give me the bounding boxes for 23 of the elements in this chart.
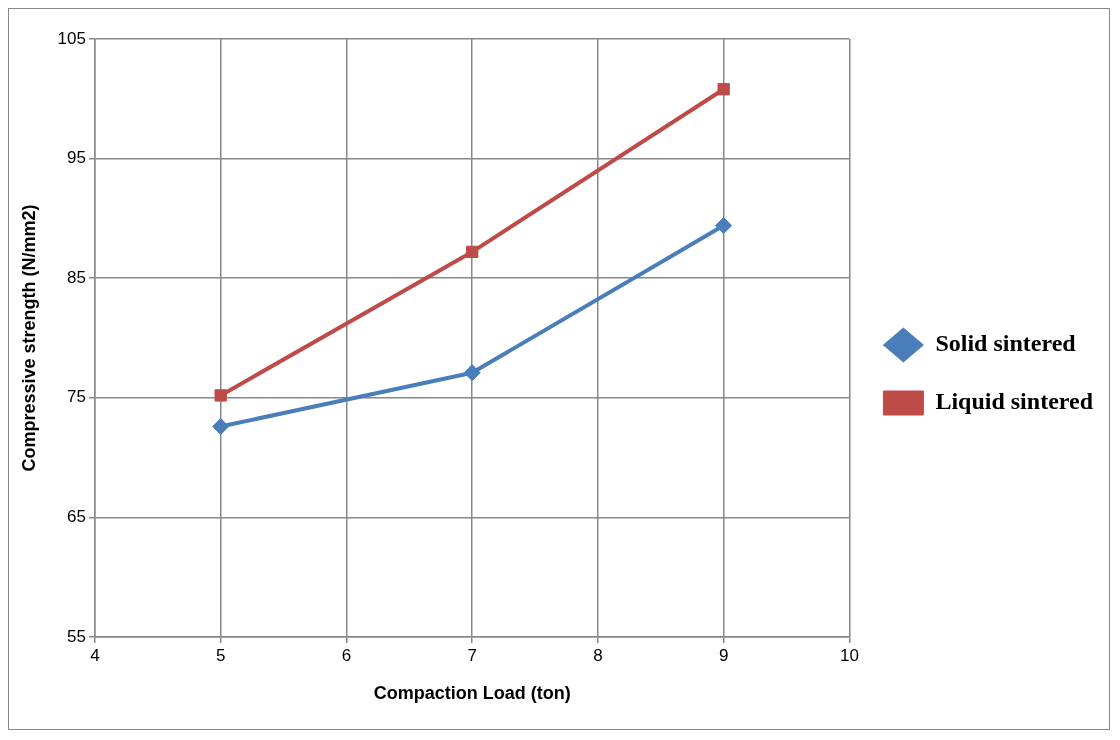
y-tick-label: 95 xyxy=(67,148,86,168)
x-tick-label: 5 xyxy=(215,645,226,665)
y-tick-label: 105 xyxy=(57,28,86,48)
x-tick-label: 7 xyxy=(467,645,477,665)
legend-label: Solid sintered xyxy=(935,330,1077,357)
x-tick-label: 6 xyxy=(341,645,352,665)
x-tick-label: 8 xyxy=(593,645,603,665)
point xyxy=(466,245,479,259)
y-tick-label: 85 xyxy=(67,267,86,287)
x-tick-label: 10 xyxy=(839,645,859,665)
point xyxy=(214,389,227,402)
y-tick-label: 75 xyxy=(67,387,86,407)
x-tick-label: 4 xyxy=(90,645,100,665)
y-axis-title: Compressive strength (N/mm2) xyxy=(18,204,39,472)
x-tick-label: 9 xyxy=(718,645,729,665)
x-axis-title: Compaction Load (ton) xyxy=(373,683,571,704)
y-tick-label: 55 xyxy=(67,626,86,646)
legend-label: Liquid sintered xyxy=(935,388,1094,415)
point xyxy=(212,418,230,435)
y-tick-label: 65 xyxy=(67,507,86,527)
point xyxy=(717,83,730,96)
point xyxy=(463,364,481,382)
point xyxy=(715,217,733,235)
